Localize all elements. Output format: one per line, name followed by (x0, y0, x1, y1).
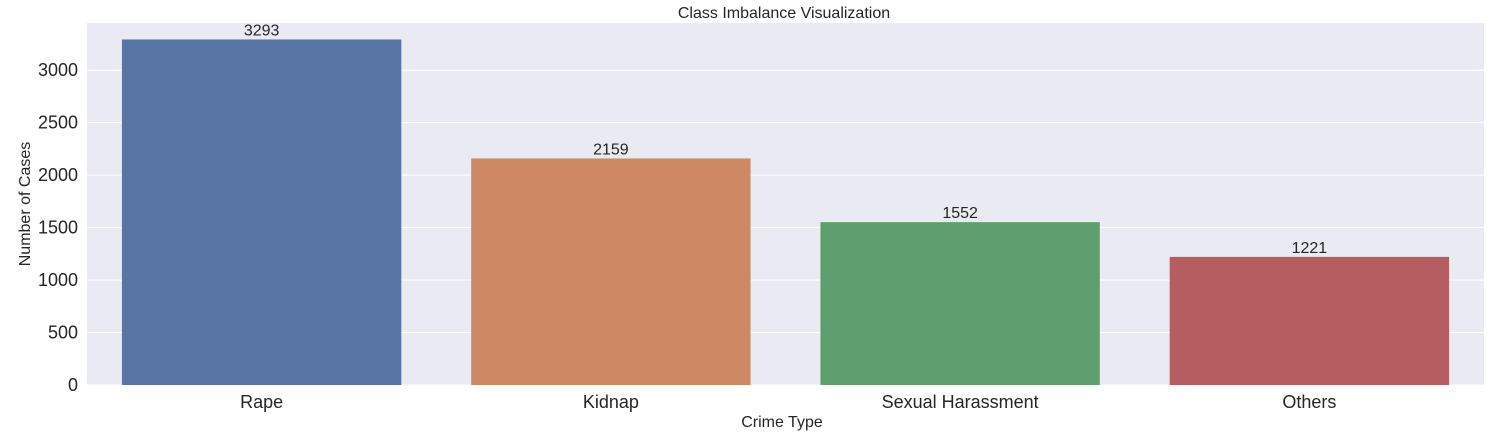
y-axis-label: Number of Cases (17, 142, 34, 267)
x-tick-label: Rape (240, 392, 283, 412)
bar-value-label: 1552 (942, 205, 978, 222)
y-tick-label: 500 (48, 323, 78, 343)
bar-value-label: 3293 (244, 22, 280, 39)
x-tick-label: Others (1282, 392, 1336, 412)
y-tick-label: 0 (68, 375, 78, 395)
x-tick-label: Kidnap (583, 392, 639, 412)
y-tick-label: 1000 (38, 270, 78, 290)
y-tick-label: 1500 (38, 218, 78, 238)
x-axis-label: Crime Type (741, 414, 823, 431)
chart-title: Class Imbalance Visualization (678, 5, 890, 22)
bar-value-label: 1221 (1292, 240, 1328, 257)
x-tick-label: Sexual Harassment (882, 392, 1039, 412)
bars-group (121, 39, 1450, 385)
bar-kidnap (471, 158, 751, 385)
y-tick-label: 3000 (38, 60, 78, 80)
x-axis-ticks: Rape Kidnap Sexual Harassment Others (240, 392, 1336, 412)
y-axis-ticks: 0 500 1000 1500 2000 2500 3000 (38, 60, 78, 395)
y-tick-label: 2000 (38, 165, 78, 185)
bar-sexual-harassment (820, 222, 1100, 385)
bar-others (1169, 256, 1450, 385)
bar-labels-group: 3293 2159 1552 1221 (244, 22, 1327, 256)
y-tick-label: 2500 (38, 113, 78, 133)
bar-value-label: 2159 (593, 141, 629, 158)
bar-rape (121, 39, 402, 385)
